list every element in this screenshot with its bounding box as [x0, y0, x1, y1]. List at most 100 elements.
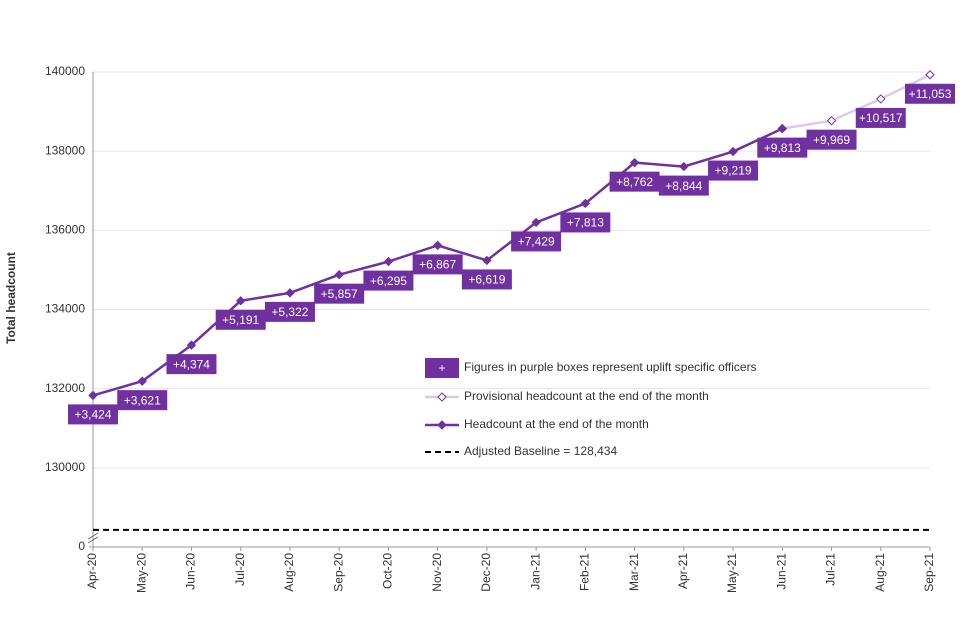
- legend-label: Figures in purple boxes represent uplift…: [464, 360, 757, 374]
- uplift-box-bg: [855, 107, 906, 128]
- uplift-label: +10,517: [859, 111, 903, 125]
- uplift-label: +4,374: [173, 357, 210, 371]
- y-tick-label: 130000: [45, 460, 85, 474]
- x-tick-label: Aug-21: [873, 553, 887, 592]
- uplift-box-bg: [412, 254, 463, 275]
- marker: [826, 115, 837, 126]
- uplift-box-bg: [609, 171, 660, 192]
- uplift-box: +5,191: [215, 309, 266, 330]
- x-tick-label: Mar-21: [627, 553, 641, 591]
- uplift-box: +3,621: [117, 390, 168, 411]
- uplift-box-bg: [461, 269, 512, 290]
- uplift-label: +6,295: [370, 274, 407, 288]
- uplift-box: +6,619: [461, 269, 512, 290]
- marker: [876, 94, 886, 104]
- marker: [383, 256, 394, 267]
- y-tick-label: 132000: [45, 381, 85, 395]
- marker: [186, 340, 197, 350]
- uplift-label: +5,322: [271, 305, 308, 319]
- uplift-box: +10,517: [855, 107, 906, 128]
- uplift-box-bg: [314, 283, 365, 304]
- uplift-label: +5,857: [321, 287, 358, 301]
- x-tick-label: Apr-20: [85, 553, 99, 589]
- y-tick-label: 134000: [45, 302, 85, 316]
- uplift-box-bg: [511, 231, 562, 252]
- marker: [777, 123, 788, 134]
- uplift-box-bg: [166, 354, 217, 375]
- y-tick-label: 138000: [45, 143, 85, 157]
- legend-symbol: +: [438, 361, 445, 375]
- uplift-box-bg: [117, 390, 168, 411]
- uplift-box: +8,762: [609, 171, 660, 192]
- uplift-box-bg: [215, 309, 266, 330]
- axis-break: [87, 532, 99, 544]
- uplift-box: +6,295: [363, 270, 414, 291]
- marker: [88, 390, 98, 401]
- x-tick-label: Jul-21: [824, 553, 838, 586]
- x-tick-label: Sep-20: [331, 553, 345, 592]
- uplift-label: +7,813: [567, 216, 604, 230]
- marker: [925, 70, 935, 80]
- x-tick-label: Jun-21: [774, 553, 788, 590]
- uplift-box-bg: [363, 270, 414, 291]
- x-tick-label: Apr-21: [676, 553, 690, 589]
- marker: [482, 255, 492, 266]
- uplift-label: +7,429: [518, 235, 555, 249]
- x-tick-label: Aug-20: [282, 553, 296, 592]
- uplift-box: +8,844: [658, 175, 709, 196]
- uplift-box: +5,322: [264, 301, 315, 322]
- legend-label: Headcount at the end of the month: [464, 417, 649, 431]
- uplift-box: +3,424: [68, 404, 118, 425]
- marker: [235, 296, 246, 306]
- x-tick-label: Nov-20: [430, 553, 444, 592]
- x-tick-label: Jun-20: [184, 553, 198, 590]
- uplift-label: +8,844: [665, 179, 702, 193]
- x-tick-label: Jul-20: [233, 553, 247, 586]
- x-tick-label: Oct-20: [381, 553, 395, 589]
- uplift-box: +7,429: [511, 231, 562, 252]
- marker: [679, 161, 689, 172]
- uplift-box: +9,219: [708, 160, 759, 181]
- uplift-label: +9,219: [715, 164, 752, 178]
- uplift-box-bg: [560, 212, 611, 233]
- uplift-box-bg: [264, 301, 315, 322]
- marker: [531, 217, 541, 228]
- legend-label: Adjusted Baseline = 128,434: [464, 444, 617, 458]
- uplift-box-bg: [658, 175, 709, 196]
- y-tick-label: 0: [78, 539, 85, 553]
- x-tick-label: May-21: [725, 553, 739, 593]
- x-tick-label: Sep-21: [922, 553, 936, 592]
- uplift-box: +5,857: [314, 283, 365, 304]
- uplift-label: +6,867: [419, 258, 456, 272]
- uplift-box-bg: [68, 404, 118, 425]
- x-tick-label: Jan-21: [528, 553, 542, 590]
- marker: [432, 240, 443, 251]
- marker: [285, 288, 295, 298]
- uplift-box-bg: [905, 83, 955, 104]
- uplift-box: +9,969: [806, 129, 857, 150]
- y-axis-label: Total headcount: [4, 252, 18, 344]
- uplift-box-bg: [708, 160, 759, 181]
- uplift-label: +3,621: [124, 393, 161, 407]
- legend-marker: [437, 392, 447, 402]
- marker: [728, 146, 738, 157]
- uplift-label: +9,813: [764, 141, 801, 155]
- x-tick-label: May-20: [134, 553, 148, 593]
- uplift-label: +11,053: [909, 87, 952, 101]
- legend-marker: [437, 420, 447, 430]
- marker: [629, 157, 640, 168]
- y-tick-label: 136000: [45, 223, 85, 237]
- marker: [334, 269, 344, 280]
- x-tick-label: Dec-20: [479, 553, 493, 592]
- legend-label: Provisional headcount at the end of the …: [464, 389, 709, 403]
- uplift-box: +9,813: [757, 137, 808, 158]
- uplift-label: +3,424: [74, 408, 111, 422]
- uplift-box: +4,374: [166, 354, 217, 375]
- x-tick-label: Feb-21: [578, 553, 592, 591]
- marker: [580, 198, 591, 209]
- uplift-box-bg: [757, 137, 808, 158]
- uplift-box: +6,867: [412, 254, 463, 275]
- legend-swatch: [425, 358, 459, 378]
- uplift-box: +11,053: [905, 83, 955, 104]
